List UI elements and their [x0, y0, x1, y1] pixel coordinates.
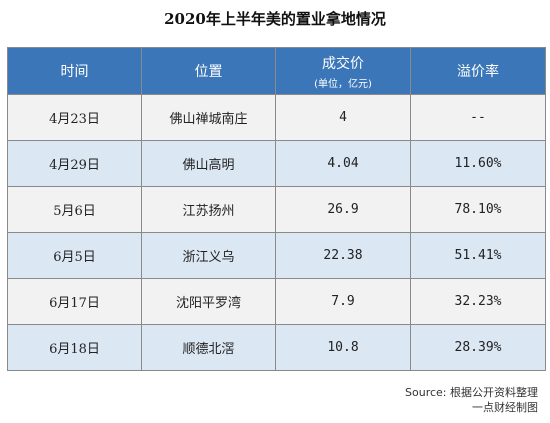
cell-time: 4月29日: [7, 140, 142, 187]
table-row: 5月6日 江苏扬州 26.9 78.10%: [7, 186, 546, 233]
cell-premium: --: [410, 94, 546, 141]
header-price-unit: (单位，亿元): [314, 78, 372, 90]
table-row: 4月23日 佛山禅城南庄 4 --: [7, 94, 546, 141]
cell-time: 6月5日: [7, 232, 142, 279]
cell-time: 6月18日: [7, 324, 142, 371]
header-row: 时间 位置 成交价 (单位，亿元) 溢价率: [7, 47, 546, 95]
cell-time: 5月6日: [7, 186, 142, 233]
table-row: 6月18日 顺德北滘 10.8 28.39%: [7, 324, 546, 371]
cell-time: 6月17日: [7, 278, 142, 325]
cell-premium: 32.23%: [410, 278, 546, 325]
table-row: 4月29日 佛山高明 4.04 11.60%: [7, 140, 546, 187]
cell-price: 22.38: [275, 232, 411, 279]
table-row: 6月17日 沈阳平罗湾 7.9 32.23%: [7, 278, 546, 325]
cell-location: 顺德北滘: [141, 324, 276, 371]
cell-premium: 28.39%: [410, 324, 546, 371]
header-location: 位置: [141, 47, 276, 95]
cell-location: 佛山禅城南庄: [141, 94, 276, 141]
source-note: Source: 根据公开资料整理 一点财经制图: [405, 385, 538, 415]
land-acquisition-table: 时间 位置 成交价 (单位，亿元) 溢价率 4月23日 佛山禅城南庄 4 -- …: [7, 47, 546, 371]
cell-time: 4月23日: [7, 94, 142, 141]
header-price-label: 成交价: [322, 55, 364, 72]
cell-premium: 51.41%: [410, 232, 546, 279]
credit-line: 一点财经制图: [472, 401, 538, 414]
header-price: 成交价 (单位，亿元): [275, 47, 411, 95]
table-row: 6月5日 浙江义乌 22.38 51.41%: [7, 232, 546, 279]
cell-location: 江苏扬州: [141, 186, 276, 233]
header-premium: 溢价率: [410, 47, 546, 95]
cell-price: 4.04: [275, 140, 411, 187]
cell-location: 佛山高明: [141, 140, 276, 187]
cell-price: 10.8: [275, 324, 411, 371]
cell-premium: 11.60%: [410, 140, 546, 187]
cell-location: 浙江义乌: [141, 232, 276, 279]
cell-price: 4: [275, 94, 411, 141]
cell-price: 7.9: [275, 278, 411, 325]
table-title: 2020年上半年美的置业拿地情况: [164, 10, 386, 28]
source-line: Source: 根据公开资料整理: [405, 386, 538, 399]
cell-premium: 78.10%: [410, 186, 546, 233]
header-time: 时间: [7, 47, 142, 95]
cell-price: 26.9: [275, 186, 411, 233]
cell-location: 沈阳平罗湾: [141, 278, 276, 325]
